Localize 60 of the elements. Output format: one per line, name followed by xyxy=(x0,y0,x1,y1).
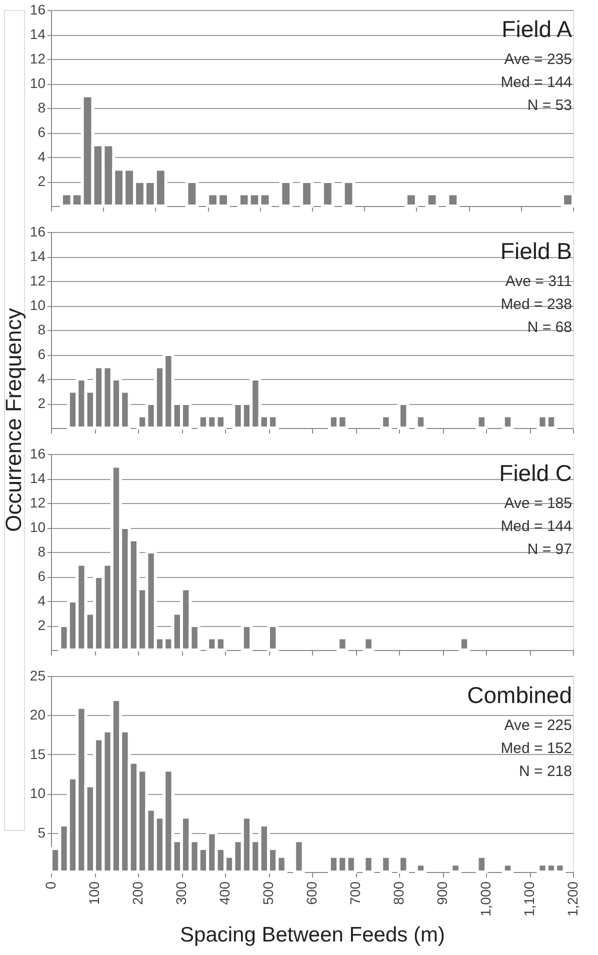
x-tick-label: 100 xyxy=(86,881,102,905)
x-tick-label: 900 xyxy=(434,881,450,905)
y-tick-label: 6 xyxy=(38,124,46,140)
chart-title: Field C xyxy=(499,460,572,486)
x-tick-label: 300 xyxy=(173,881,189,905)
y-tick-label: 4 xyxy=(38,592,46,608)
y-tick-label: 4 xyxy=(38,148,46,164)
annotation: Ave = 225 xyxy=(504,717,572,734)
annotation: N = 68 xyxy=(527,319,572,336)
annotation: Med = 144 xyxy=(500,74,572,91)
x-tick-label: 1,200 xyxy=(564,881,580,917)
y-tick-label: 15 xyxy=(30,746,46,762)
y-tick-label: 12 xyxy=(30,494,46,510)
y-tick-label: 16 xyxy=(30,2,46,18)
y-tick-label: 6 xyxy=(38,568,46,584)
x-tick-label: 700 xyxy=(347,881,363,905)
y-tick-label: 8 xyxy=(38,322,46,338)
x-tick-label: 400 xyxy=(216,881,232,905)
y-tick-label: 2 xyxy=(38,617,46,633)
x-tick-label: 200 xyxy=(130,881,146,905)
x-tick-label: 800 xyxy=(390,881,406,905)
y-tick-label: 4 xyxy=(38,370,46,386)
annotation: Ave = 185 xyxy=(504,495,572,512)
annotation: Ave = 235 xyxy=(504,51,572,68)
y-tick-label: 10 xyxy=(30,75,46,91)
x-tick-label: 0 xyxy=(42,881,58,890)
y-tick-label: 2 xyxy=(38,395,46,411)
y-tick-label: 20 xyxy=(30,706,46,723)
y-tick-label: 10 xyxy=(30,297,46,313)
x-tick-label: 500 xyxy=(260,881,276,905)
y-tick-label: 16 xyxy=(30,224,46,240)
chart-title: Field B xyxy=(500,238,572,264)
x-tick-label: 1,100 xyxy=(521,881,537,917)
y-tick-label: 10 xyxy=(30,519,46,535)
y-tick-label: 2 xyxy=(38,173,46,189)
y-tick-label: 5 xyxy=(38,824,46,840)
chart-title: Combined xyxy=(467,682,572,708)
annotation: Ave = 311 xyxy=(505,273,572,290)
y-tick-label: 14 xyxy=(30,26,46,42)
annotation: N = 218 xyxy=(519,763,572,780)
annotation: N = 97 xyxy=(527,541,572,558)
y-tick-label: 8 xyxy=(38,544,46,560)
annotation: N = 53 xyxy=(527,97,572,114)
y-axis-title: Occurrence Frequency xyxy=(1,308,26,532)
x-tick-label: 600 xyxy=(304,881,320,905)
annotation: Med = 238 xyxy=(500,296,572,313)
x-axis-title: Spacing Between Feeds (m) xyxy=(180,924,445,947)
y-tick-label: 8 xyxy=(38,100,46,116)
y-tick-label: 6 xyxy=(38,346,46,362)
y-tick-label: 10 xyxy=(30,785,46,802)
y-tick-label: 16 xyxy=(30,446,46,462)
annotation: Med = 144 xyxy=(500,518,572,535)
y-tick-label: 12 xyxy=(30,50,46,66)
y-tick-label: 25 xyxy=(30,668,46,684)
y-tick-label: 14 xyxy=(30,248,46,264)
x-tick-label: 1,000 xyxy=(478,881,494,917)
y-tick-label: 14 xyxy=(30,470,46,486)
annotation: Med = 152 xyxy=(500,740,572,757)
y-tick-label: 12 xyxy=(30,272,46,288)
chart-title: Field A xyxy=(502,16,573,42)
